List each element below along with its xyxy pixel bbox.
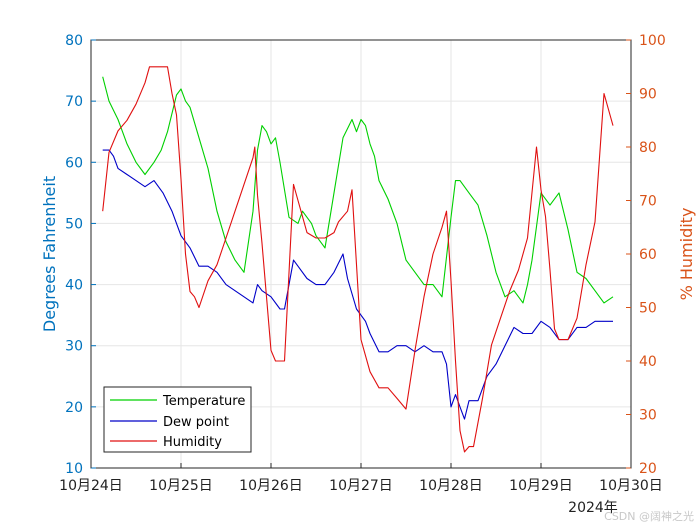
legend-label-humidity: Humidity xyxy=(163,435,222,450)
right-tick-label: 20 xyxy=(639,461,657,477)
left-tick-label: 50 xyxy=(65,216,83,232)
right-tick-label: 100 xyxy=(639,33,666,49)
right-axis-ticks: 20 30 40 50 60 70 80 90 100 xyxy=(626,33,666,477)
left-tick-label: 40 xyxy=(65,278,83,294)
x-tick-label: 10月26日 xyxy=(239,478,303,494)
left-tick-label: 30 xyxy=(65,339,83,355)
right-tick-label: 50 xyxy=(639,301,657,317)
left-axis-ticks: 10 20 30 40 50 60 70 80 xyxy=(65,33,96,477)
series-line-humidity xyxy=(102,66,614,453)
right-tick-label: 70 xyxy=(639,194,657,210)
x-tick-label: 10月28日 xyxy=(419,478,483,494)
x-axis-ticks: 10月24日 10月25日 10月26日 10月27日 10月28日 10月29日 10月3… xyxy=(59,463,663,494)
right-tick-label: 60 xyxy=(639,247,657,263)
x-tick-label: 10月30日 xyxy=(599,478,663,494)
left-axis-label: Degrees Fahrenheit xyxy=(40,176,59,332)
x-tick-label: 10月24日 xyxy=(59,478,123,494)
right-tick-label: 30 xyxy=(639,408,657,424)
series-line-dew-point xyxy=(102,149,613,420)
series-layer xyxy=(102,66,614,453)
x-tick-label: 10月25日 xyxy=(149,478,213,494)
left-tick-label: 20 xyxy=(65,400,83,416)
left-tick-label: 80 xyxy=(65,33,83,49)
x-axis-year-label: 2024年 xyxy=(568,500,618,516)
legend: Temperature Dew point Humidity xyxy=(103,386,252,453)
right-tick-label: 80 xyxy=(639,140,657,156)
left-tick-label: 10 xyxy=(65,461,83,477)
left-tick-label: 60 xyxy=(65,155,83,171)
x-tick-label: 10月27日 xyxy=(329,478,393,494)
legend-label-temperature: Temperature xyxy=(162,394,245,409)
right-tick-label: 40 xyxy=(639,354,657,370)
left-tick-label: 70 xyxy=(65,94,83,110)
legend-label-dew-point: Dew point xyxy=(163,415,229,430)
right-axis-label: % Humidity xyxy=(677,208,696,301)
watermark: CSDN @阔神之光 xyxy=(604,509,694,523)
right-tick-label: 90 xyxy=(639,87,657,103)
series-line-temperature xyxy=(102,76,614,304)
x-tick-label: 10月29日 xyxy=(509,478,573,494)
